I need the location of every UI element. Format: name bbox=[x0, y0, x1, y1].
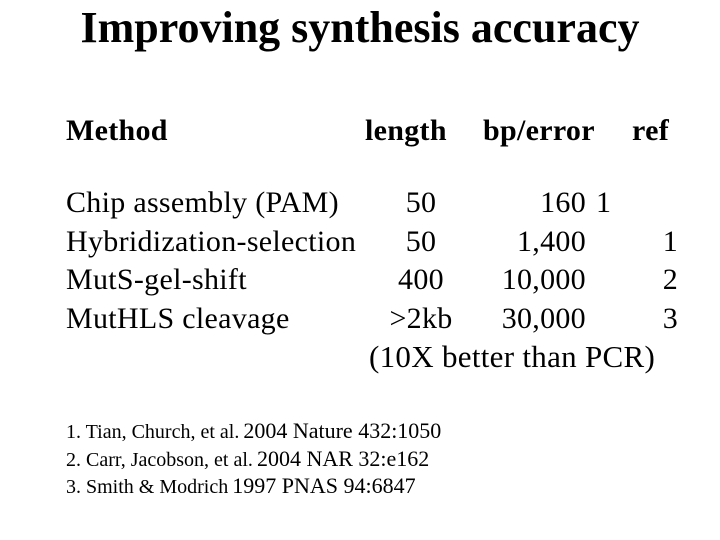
cell-bp-error: 160 bbox=[540, 186, 586, 219]
reference-item: 2. Carr, Jacobson, et al. 2004 NAR 32:e1… bbox=[66, 445, 441, 473]
table-body: Chip assembly (PAM) 50 160 1 Hybridizati… bbox=[66, 184, 696, 377]
cell-ref: 1 bbox=[596, 186, 612, 219]
cell-ref: 1 bbox=[662, 224, 678, 258]
table-row: MutS-gel-shift 400 10,000 2 bbox=[66, 261, 696, 300]
methods-table: Method length bp/error ref Chip assembly… bbox=[66, 112, 696, 377]
reference-citation: 2004 NAR 32:e162 bbox=[256, 445, 430, 471]
cell-bp-error: 10,000 bbox=[501, 263, 586, 296]
cell-method: MutHLS cleavage bbox=[66, 301, 290, 335]
table-header-row: Method length bp/error ref bbox=[66, 112, 696, 150]
reference-citation: 2004 Nature 432:1050 bbox=[243, 418, 442, 443]
slide-title: Improving synthesis accuracy bbox=[80, 3, 640, 52]
reference-citation: 1997 PNAS 94:6847 bbox=[232, 473, 416, 498]
reference-authors: 3. Smith & Modrich bbox=[66, 476, 229, 498]
table-note: (10X better than PCR) bbox=[369, 339, 656, 374]
header-method: Method bbox=[66, 114, 168, 147]
cell-length: >2kb bbox=[389, 301, 453, 335]
cell-method: MutS-gel-shift bbox=[66, 263, 247, 296]
cell-length: 50 bbox=[405, 186, 437, 219]
cell-method: Chip assembly (PAM) bbox=[66, 186, 339, 219]
table-row: Hybridization-selection 50 1,400 1 bbox=[66, 223, 696, 262]
cell-bp-error: 1,400 bbox=[517, 224, 586, 258]
cell-ref: 3 bbox=[662, 301, 678, 335]
cell-ref: 2 bbox=[662, 263, 678, 296]
reference-item: 1. Tian, Church, et al. 2004 Nature 432:… bbox=[66, 417, 441, 445]
header-ref: ref bbox=[632, 114, 669, 147]
cell-method: Hybridization-selection bbox=[66, 224, 357, 258]
cell-length: 50 bbox=[405, 224, 437, 258]
reference-item: 3. Smith & Modrich 1997 PNAS 94:6847 bbox=[66, 472, 441, 500]
table-row: MutHLS cleavage >2kb 30,000 3 bbox=[66, 300, 696, 339]
header-length: length bbox=[365, 114, 447, 147]
reference-authors: 2. Carr, Jacobson, et al. bbox=[66, 448, 253, 471]
header-bp-error: bp/error bbox=[483, 114, 595, 147]
references: 1. Tian, Church, et al. 2004 Nature 432:… bbox=[66, 417, 441, 500]
reference-authors: 1. Tian, Church, et al. bbox=[66, 421, 240, 443]
cell-bp-error: 30,000 bbox=[501, 301, 586, 335]
cell-length: 400 bbox=[398, 263, 444, 296]
table-row: Chip assembly (PAM) 50 160 1 bbox=[66, 184, 696, 223]
table-note-row: (10X better than PCR) bbox=[66, 338, 696, 377]
